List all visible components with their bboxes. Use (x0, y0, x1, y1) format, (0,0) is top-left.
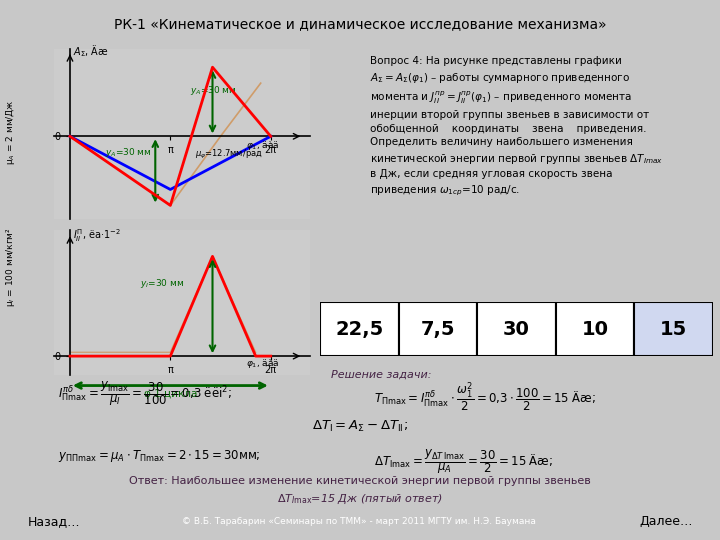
Text: $\varphi_1$, äàä: $\varphi_1$, äàä (246, 139, 279, 152)
Text: $\Delta T_{I\max}$=15 Дж (пятый ответ): $\Delta T_{I\max}$=15 Дж (пятый ответ) (277, 492, 443, 505)
Text: 15: 15 (660, 320, 687, 339)
Text: $T_{\Pi\max} = I_{\Pi\max}^{\pi\delta} \cdot \dfrac{\omega_1^2}{2} = 0{,}3 \cdot: $T_{\Pi\max} = I_{\Pi\max}^{\pi\delta} \… (374, 381, 596, 414)
Text: μ$_I$ = 100 мм/кгм²: μ$_I$ = 100 мм/кгм² (4, 227, 17, 307)
Text: $y_{\Pi\Pi\max} = \mu_A \cdot T_{\Pi\max} = 2 \cdot 15 = 30\text{мм};$: $y_{\Pi\Pi\max} = \mu_A \cdot T_{\Pi\max… (58, 448, 260, 464)
Text: Вопрос 4: На рисунке представлены графики
$A_\Sigma= A_\Sigma(\varphi_1)$ – рабо: Вопрос 4: На рисунке представлены график… (370, 56, 663, 198)
Text: $y_A$=30 мм: $y_A$=30 мм (105, 146, 152, 159)
Text: 10: 10 (582, 320, 608, 339)
Text: 7,5: 7,5 (421, 320, 455, 339)
Text: 30: 30 (503, 320, 530, 339)
Text: 22,5: 22,5 (336, 320, 384, 339)
Text: Назад…: Назад… (28, 515, 81, 528)
Text: $\varphi_1$, äàä: $\varphi_1$, äàä (246, 357, 279, 370)
Text: $A_\Sigma$, Äæ: $A_\Sigma$, Äæ (73, 44, 109, 59)
Bar (556, 302, 634, 356)
Text: $\Delta T_{\mathrm{I}} = A_{\Sigma} - \Delta T_{\mathrm{II}};$: $\Delta T_{\mathrm{I}} = A_{\Sigma} - \D… (312, 418, 408, 434)
Text: РК-1 «Кинематическое и динамическое исследование механизма»: РК-1 «Кинематическое и динамическое иссл… (114, 17, 606, 31)
Text: $y_I$=30 мм: $y_I$=30 мм (140, 276, 184, 289)
Text: $\mu_\varphi$=12.7мм/рад: $\mu_\varphi$=12.7мм/рад (194, 148, 262, 161)
Text: © В.Б. Тарабарин «Семинары по ТММ» - март 2011 МГТУ им. Н.Э. Баумана: © В.Б. Тарабарин «Семинары по ТММ» - мар… (182, 517, 536, 526)
Text: φ 1 цикла: φ 1 цикла (144, 388, 197, 399)
Text: Ответ: Наибольшее изменение кинетической энергии первой группы звеньев: Ответ: Наибольшее изменение кинетической… (129, 476, 591, 487)
Text: μ$_A$ = 2 мм/Дж: μ$_A$ = 2 мм/Дж (4, 99, 17, 165)
Text: $y_A$=30 мм: $y_A$=30 мм (190, 84, 237, 97)
Bar (634, 302, 713, 356)
Bar (320, 302, 399, 356)
Text: Решение задачи:: Решение задачи: (331, 370, 432, 380)
Text: $\Delta T_{\mathrm{I}\max} = \dfrac{y_{\Delta T\,\mathrm{I}\max}}{\mu_A} = \dfra: $\Delta T_{\mathrm{I}\max} = \dfrac{y_{\… (374, 448, 554, 476)
Bar (399, 302, 477, 356)
Text: $I_{\Pi\max}^{\pi\delta} = \dfrac{y_{\mathrm{Imax}}}{\mu_I} = \dfrac{30}{100} = : $I_{\Pi\max}^{\pi\delta} = \dfrac{y_{\ma… (58, 381, 231, 408)
Bar (477, 302, 556, 356)
Text: $I_{II}^{\Pi}$, ёа·1$^{-2}$: $I_{II}^{\Pi}$, ёа·1$^{-2}$ (73, 228, 121, 245)
Text: Далее…: Далее… (639, 515, 693, 528)
